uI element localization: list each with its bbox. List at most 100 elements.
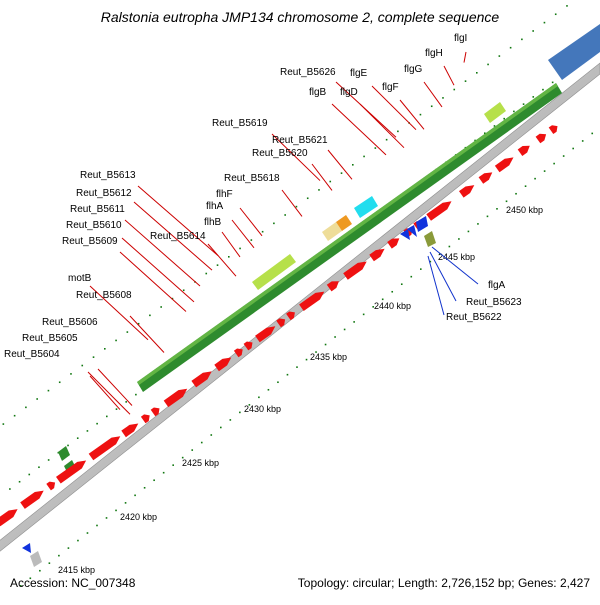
gene-arrow-red	[56, 460, 87, 484]
leader-line	[371, 85, 417, 131]
leader-line	[97, 368, 133, 406]
leader-line	[311, 163, 333, 191]
tick-dot	[515, 192, 517, 195]
gene-flgH	[484, 102, 506, 123]
gene-arrow-red	[343, 261, 367, 280]
tick-dot	[191, 449, 194, 451]
gene-arrow-red	[286, 311, 295, 321]
tick-dot	[522, 103, 525, 105]
gene-arrow-red	[276, 318, 286, 328]
tick-dot	[172, 464, 174, 466]
leader-line	[221, 231, 241, 258]
tick-dot	[248, 404, 251, 406]
tick-dot	[29, 577, 32, 580]
tick-dot	[92, 356, 95, 358]
gene-arrow-red	[548, 125, 558, 134]
sequence-summary: Topology: circular; Length: 2,726,152 bp…	[297, 576, 590, 590]
scale-label: 2425 kbp	[182, 458, 219, 468]
gene-arrow-red	[387, 238, 400, 249]
tick-dot	[566, 5, 568, 7]
gene-label: flhA	[206, 201, 224, 212]
gene-label: Reut_B5618	[224, 173, 280, 184]
leader-line-reverse	[429, 251, 457, 302]
leader-line	[423, 81, 443, 108]
gene-Reut_B5622	[407, 225, 417, 237]
gene-arrow-red	[299, 291, 325, 311]
gene-label: Reut_B5609	[62, 236, 118, 247]
gene-label: Reut_B5621	[272, 135, 328, 146]
tick-dot	[115, 408, 118, 410]
tick-dot	[306, 197, 309, 200]
gene-arrow-red	[121, 423, 139, 438]
gene-labels: Reut_B5604 Reut_B5605 Reut_B5606 motB Reut_B…	[4, 33, 522, 415]
tick-dot	[135, 393, 137, 396]
tick-dot	[13, 414, 16, 417]
gene-label: flhB	[204, 217, 222, 228]
tick-dot	[277, 381, 279, 384]
leader-line-reverse	[427, 255, 445, 316]
tick-dot	[343, 328, 346, 331]
tick-dot	[58, 381, 61, 384]
tick-dot	[47, 459, 50, 461]
gene-arrow-red	[255, 326, 276, 343]
tick-dot	[38, 466, 40, 469]
tick-dot	[267, 388, 270, 391]
sequence-axis	[0, 62, 600, 552]
tick-dot	[591, 132, 594, 135]
gene-arrow-red	[326, 281, 339, 292]
tick-dot	[258, 396, 260, 399]
leader-line	[331, 103, 387, 156]
scale-label: 2420 kbp	[120, 512, 157, 522]
gene-label: Reut_B5612	[76, 188, 132, 199]
tick-dot	[410, 275, 413, 278]
gene-label: flhF	[216, 189, 233, 200]
gene-label: flgG	[404, 64, 423, 75]
tick-dot	[28, 473, 31, 476]
tick-dot	[484, 132, 486, 134]
gene-flhA	[252, 254, 296, 290]
gene-label: Reut_B5605	[22, 333, 78, 344]
tick-dot	[182, 289, 185, 292]
leader-line	[207, 243, 237, 277]
tick-dot	[509, 46, 512, 49]
tick-dot	[496, 208, 498, 210]
tick-dot	[439, 253, 441, 255]
gene-label: flgE	[350, 68, 368, 79]
tick-dot	[250, 239, 253, 241]
tick-dot	[47, 389, 50, 392]
tick-dot	[363, 155, 365, 158]
tick-dot	[352, 164, 354, 166]
tick-dot	[448, 245, 451, 248]
tick-dot	[115, 509, 117, 512]
tick-dot	[205, 272, 208, 275]
tick-dot	[96, 422, 98, 425]
gene-label: Reut_B5620	[252, 148, 308, 159]
tick-dot	[273, 222, 275, 225]
tick-dot	[284, 214, 286, 216]
gene-label: flgF	[382, 82, 399, 93]
leader-line-reverse	[431, 246, 479, 285]
scale-label: 2450 kbp	[506, 205, 543, 215]
flagellar-cluster-highlight	[137, 83, 558, 385]
tick-dot	[524, 185, 527, 187]
scale-label: 2440 kbp	[374, 301, 411, 311]
gene-Reut_B5621	[354, 196, 378, 218]
gene-label: Reut_B5626	[280, 67, 336, 78]
tick-dot	[20, 585, 22, 587]
gene-Reut_B5619	[336, 215, 352, 231]
leader-line	[119, 251, 187, 312]
tick-dot	[106, 415, 108, 418]
tick-dot	[153, 479, 155, 482]
tick-dot	[9, 488, 11, 490]
tick-dot	[124, 502, 127, 504]
tick-dot	[467, 230, 470, 233]
tick-dot	[542, 88, 544, 91]
tick-dot	[505, 200, 508, 203]
tick-dot	[96, 524, 98, 527]
tick-dot	[419, 113, 422, 116]
gene-arrow-red	[163, 388, 188, 408]
red-gene-arrows	[0, 125, 558, 527]
tick-dot	[534, 177, 536, 180]
gene-label-reverse: Reut_B5622	[446, 312, 502, 323]
tick-dot	[149, 314, 151, 317]
